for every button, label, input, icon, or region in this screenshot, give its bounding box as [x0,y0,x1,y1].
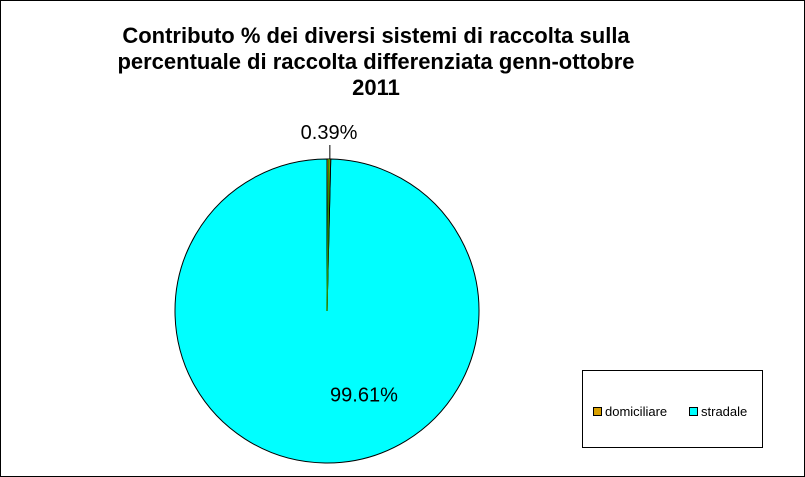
legend-item-domiciliare: domiciliare [593,404,667,419]
data-label-domiciliare: 0.39% [301,122,358,144]
legend-label-domiciliare: domiciliare [605,404,668,419]
chart-title-line-2: percentuale di raccolta differenziata ge… [117,49,635,74]
legend-label-stradale: stradale [701,404,748,419]
data-label-stradale: 99.61% [330,385,398,407]
legend: domiciliare stradale [582,370,763,448]
legend-swatch-domiciliare [593,407,602,416]
chart-title: Contributo % dei diversi sistemi di racc… [61,23,691,101]
chart-title-line-3: 2011 [352,75,400,100]
chart-title-line-1: Contributo % dei diversi sistemi di racc… [122,23,630,48]
legend-swatch-stradale [689,407,698,416]
legend-item-stradale: stradale [689,404,747,419]
pie-slice-edge-domiciliare [326,159,330,312]
